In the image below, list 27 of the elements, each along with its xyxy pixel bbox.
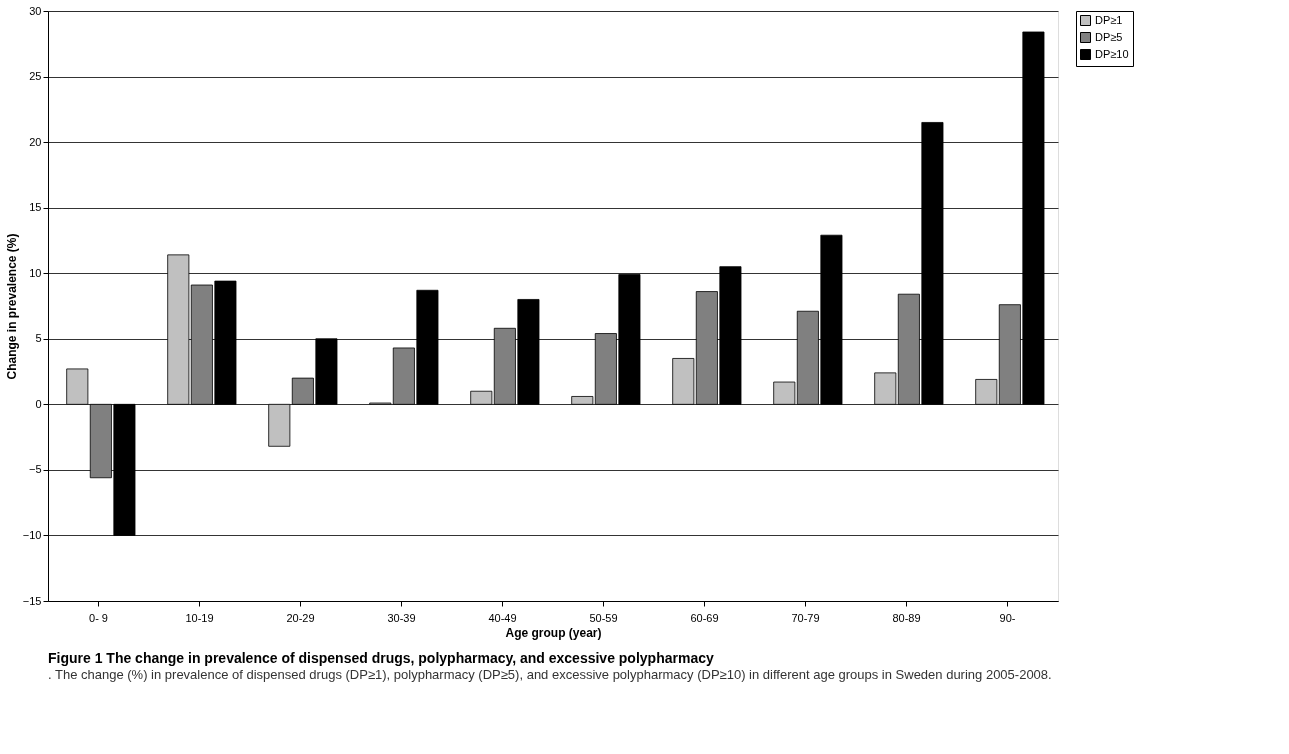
y-tick-label: 30 <box>29 4 42 17</box>
y-tick-label: −15 <box>22 594 42 607</box>
y-tick-label: 0 <box>35 397 42 410</box>
legend-label: DP≥5 <box>1095 30 1123 43</box>
y-tick-label: −5 <box>28 463 42 476</box>
y-tick-label: 5 <box>35 332 42 345</box>
text: Figure 1 The change in prevalence of dispensed drugs, polypharmacy, and excessive polypharmacy <box>48 650 714 666</box>
text: . The change (%) in prevalence of dispensed drugs (DP≥1), polypharmacy (DP≥5), and excessive polypharmacy (DP≥10) in different age groups in Sweden during 2005-2008. <box>48 667 1052 682</box>
x-tick-label: 20-29 <box>286 611 315 624</box>
y-axis-title: Change in prevalence (%) <box>4 233 19 380</box>
y-tick-label: 20 <box>29 135 42 148</box>
x-tick-label: 60-69 <box>690 611 719 624</box>
x-tick-label: 80-89 <box>892 611 921 624</box>
y-tick-label: 15 <box>29 201 42 214</box>
y-tick-label: 10 <box>29 266 42 279</box>
x-tick-label: 10-19 <box>185 611 214 624</box>
legend-label: DP≥1 <box>1095 13 1123 26</box>
x-tick-label: 50-59 <box>589 611 618 624</box>
x-tick-label: 70-79 <box>791 611 820 624</box>
x-tick-label: 30-39 <box>387 611 416 624</box>
x-tick-label: 90- <box>999 611 1016 624</box>
x-tick-label: 0- 9 <box>89 611 108 624</box>
x-axis-title: Age group (year) <box>505 625 602 640</box>
legend-label: DP≥10 <box>1095 47 1129 60</box>
y-tick-label: 25 <box>29 70 42 83</box>
x-tick-label: 40-49 <box>488 611 517 624</box>
y-tick-label: −10 <box>22 528 42 541</box>
